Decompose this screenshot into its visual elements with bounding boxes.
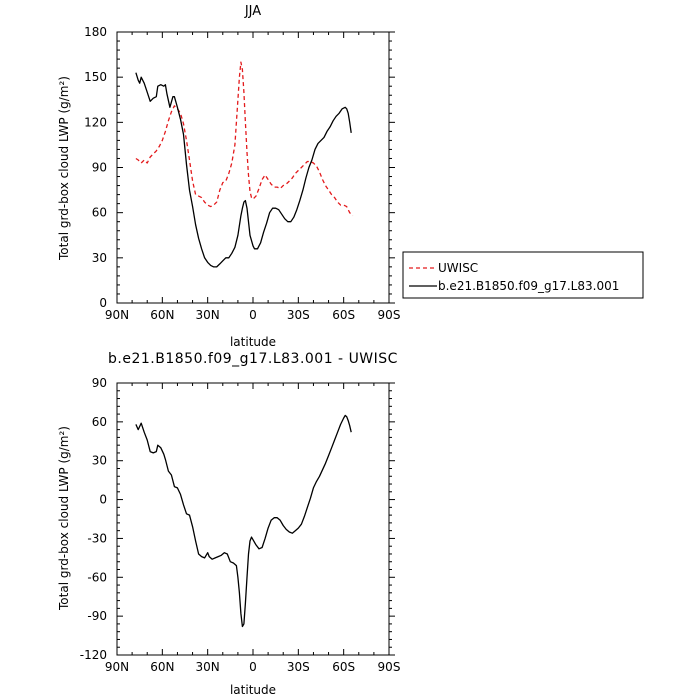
p1-y-tick-label: -90 (87, 609, 107, 623)
legend-label-uwisc: UWISC (438, 261, 478, 275)
p1-plot-frame (116, 382, 390, 656)
p1-x-tick-label: 60S (332, 660, 355, 674)
p1-x-tick-label: 30N (196, 660, 220, 674)
top-legend: UWISC b.e21.B1850.f09_g17.L83.001 (402, 251, 644, 299)
p0-series-line-0 (135, 61, 354, 217)
p0-y-tick-label: 180 (84, 25, 107, 39)
p1-x-tick-label: 30S (287, 660, 310, 674)
p1-x-tick-label: 0 (249, 660, 257, 674)
bottom-chart-title: b.e21.B1850.f09_g17.L83.001 - UWISC (108, 351, 398, 367)
p1-y-tick-label: -30 (87, 531, 107, 545)
top-chart-title: JJA (244, 4, 261, 19)
p0-series-line-1 (135, 72, 352, 268)
legend-label-model: b.e21.B1850.f09_g17.L83.001 (438, 279, 619, 293)
p1-series-line-0 (135, 414, 352, 628)
p0-x-tick-label: 0 (249, 308, 257, 322)
p0-x-tick-label: 60N (150, 308, 174, 322)
bottom-y-axis-label: Total grd-box cloud LWP (g/m²) (57, 426, 71, 611)
p0-y-tick-label: 120 (84, 115, 107, 129)
p1-y-tick-label: 60 (92, 415, 107, 429)
p0-x-tick-label: 30S (287, 308, 310, 322)
p0-y-tick-label: 30 (92, 251, 107, 265)
top-y-axis-label: Total grd-box cloud LWP (g/m²) (57, 76, 71, 261)
p1-y-tick-label: -120 (80, 648, 107, 662)
p0-x-tick-label: 90N (105, 308, 129, 322)
p1-y-tick-label: 0 (99, 493, 107, 507)
legend-box (402, 251, 644, 299)
p0-y-tick-label: 60 (92, 206, 107, 220)
p1-y-tick-label: 90 (92, 376, 107, 390)
p1-x-tick-label: 90N (105, 660, 129, 674)
p0-plot-frame (116, 31, 390, 304)
top-x-axis-label: latitude (230, 335, 276, 349)
p0-x-tick-label: 60S (332, 308, 355, 322)
p0-y-tick-label: 150 (84, 70, 107, 84)
p0-x-tick-label: 90S (378, 308, 401, 322)
bottom-panel: b.e21.B1850.f09_g17.L83.001 - UWISC Tota… (57, 351, 400, 697)
top-panel: JJA Total grd-box cloud LWP (g/m²) latit… (57, 4, 644, 349)
p1-y-tick-label: -60 (87, 570, 107, 584)
p0-y-tick-label: 90 (92, 161, 107, 175)
bottom-x-axis-label: latitude (230, 683, 276, 697)
p0-y-tick-label: 0 (99, 296, 107, 310)
p1-x-tick-label: 90S (378, 660, 401, 674)
p1-y-tick-label: 30 (92, 454, 107, 468)
p1-x-tick-label: 60N (150, 660, 174, 674)
p0-x-tick-label: 30N (196, 308, 220, 322)
